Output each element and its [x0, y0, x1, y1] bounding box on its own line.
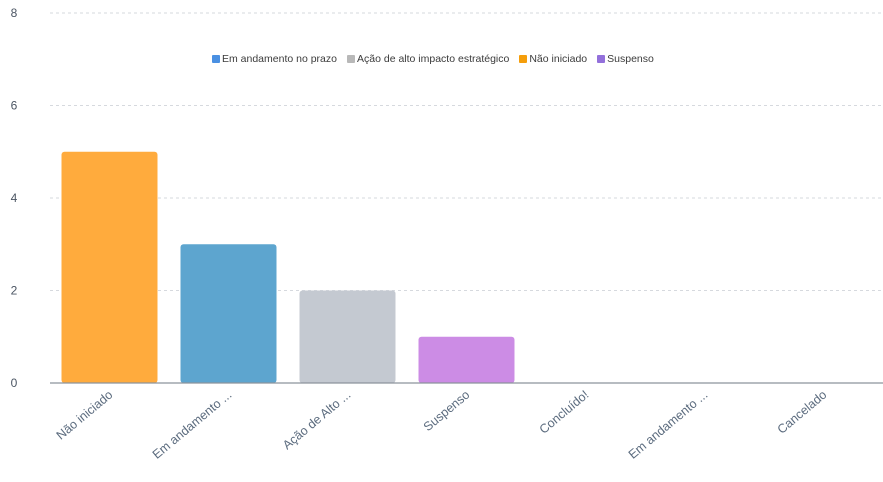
y-tick-label: 6	[11, 99, 18, 113]
legend-swatch	[347, 55, 355, 63]
legend-label: Não iniciado	[529, 53, 588, 65]
x-tick-label: Não iniciado	[54, 388, 116, 443]
x-tick-label: Ação de Alto ...	[280, 388, 353, 453]
legend-label: Em andamento no prazo	[222, 53, 337, 65]
x-tick-label: Suspenso	[421, 388, 473, 434]
x-tick-label: Em andamento ...	[150, 388, 235, 462]
bar	[61, 151, 158, 383]
x-tick-label: Em andamento ...	[626, 388, 711, 462]
x-tick-label: Concluído!	[537, 388, 592, 437]
legend-label: Suspenso	[607, 53, 654, 65]
y-tick-label: 0	[11, 376, 18, 390]
legend-item[interactable]: Não iniciado	[519, 53, 587, 65]
legend-swatch	[519, 55, 528, 63]
x-tick-label: Cancelado	[775, 388, 830, 437]
legend: Em andamento no prazo Ação de alto impac…	[212, 53, 654, 65]
bar	[180, 244, 277, 383]
legend-item[interactable]: Suspenso	[597, 53, 654, 65]
bar	[418, 336, 515, 383]
legend-swatch	[212, 55, 220, 63]
y-tick-label: 8	[11, 6, 18, 20]
y-tick-label: 4	[11, 191, 18, 205]
legend-item[interactable]: Em andamento no prazo	[212, 53, 337, 65]
legend-swatch	[597, 55, 606, 63]
bar	[299, 290, 396, 383]
legend-item[interactable]: Ação de alto impacto estratégico	[347, 53, 509, 65]
legend-label: Ação de alto impacto estratégico	[357, 53, 510, 65]
y-tick-label: 2	[11, 284, 18, 298]
